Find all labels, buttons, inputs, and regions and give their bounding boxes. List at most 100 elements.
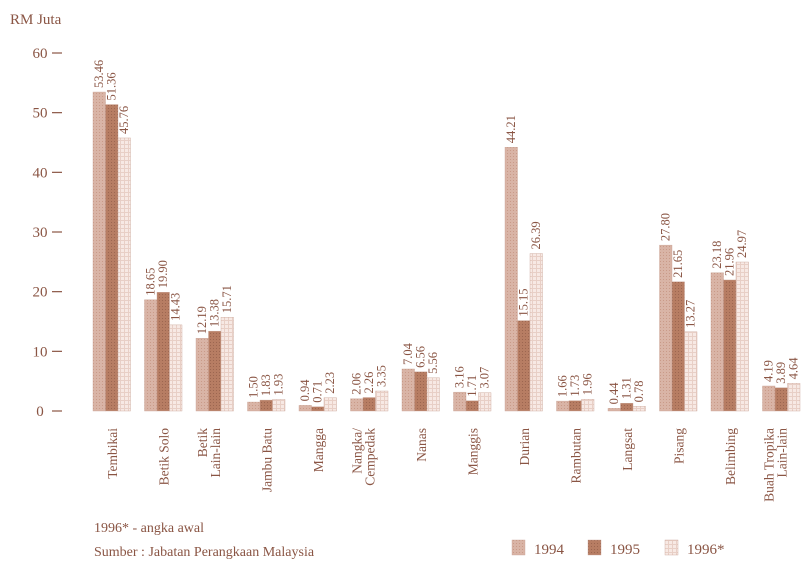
- bar-1995: [568, 400, 582, 412]
- value-label: 3.07: [478, 367, 492, 389]
- bar-1996: [529, 253, 543, 412]
- value-label: 2.26: [362, 372, 376, 394]
- bar-1994: [659, 244, 673, 412]
- bar-1994: [350, 398, 364, 412]
- x-tick-label: Rambutan: [568, 428, 583, 484]
- y-tick-label: 10: [33, 344, 48, 360]
- value-label: 15.15: [517, 288, 531, 316]
- value-label: 4.19: [762, 360, 776, 382]
- value-label: 2.06: [350, 373, 364, 395]
- value-label: 1.50: [247, 376, 261, 398]
- bar-1994: [247, 401, 261, 412]
- value-label: 23.18: [710, 241, 724, 269]
- value-label: 18.65: [144, 268, 158, 296]
- x-tick-label: Jambu Batu: [259, 428, 274, 492]
- bar-1995: [671, 281, 685, 412]
- bar-1995: [208, 330, 222, 412]
- bar-1994: [401, 368, 415, 412]
- source-note: Sumber : Jabatan Perangkaan Malaysia: [94, 545, 315, 560]
- bar-1994: [762, 385, 776, 412]
- x-tick-label: Durian: [517, 428, 532, 466]
- value-label: 5.56: [426, 352, 440, 374]
- footnote: 1996* - angka awal: [94, 521, 204, 536]
- bar-1996: [272, 399, 286, 412]
- legend-label: 1994: [534, 542, 565, 558]
- bar-1994: [92, 91, 106, 412]
- bar-1995: [774, 387, 788, 412]
- value-label: 1.31: [620, 377, 634, 399]
- value-label: 1.73: [568, 375, 582, 397]
- value-label: 6.56: [414, 346, 428, 368]
- y-tick-label: 30: [33, 225, 48, 241]
- value-label: 3.89: [774, 362, 788, 384]
- legend-swatch: [664, 539, 679, 556]
- bar-1996: [220, 317, 234, 412]
- value-label: 53.46: [92, 60, 106, 88]
- x-tick-label: Lain-lain: [208, 428, 223, 478]
- value-label: 27.80: [659, 213, 673, 241]
- bar-1996: [581, 399, 595, 412]
- x-tick-label: Betik Solo: [156, 428, 171, 486]
- x-tick-label: Manggis: [465, 428, 480, 475]
- bar-1994: [298, 405, 312, 412]
- value-label: 0.94: [298, 379, 312, 402]
- value-label: 3.16: [453, 366, 467, 388]
- bar-1994: [195, 338, 209, 412]
- value-label: 4.64: [787, 357, 801, 380]
- bar-1996: [478, 392, 492, 412]
- y-tick-label: 20: [33, 285, 48, 301]
- value-label: 3.35: [375, 365, 389, 387]
- legend-label: 1995: [610, 542, 640, 558]
- value-label: 1.66: [556, 375, 570, 397]
- x-tick-label: Betik: [195, 428, 210, 457]
- value-label: 44.21: [504, 115, 518, 143]
- bar-1996: [787, 383, 801, 412]
- bar-1994: [504, 147, 518, 412]
- x-tick-label: Mangga: [311, 428, 326, 472]
- value-label: 12.19: [195, 306, 209, 334]
- bar-1995: [259, 399, 273, 412]
- bar-1996: [684, 331, 698, 412]
- value-label: 24.97: [735, 230, 749, 258]
- value-label: 1.93: [272, 374, 286, 396]
- bar-1995: [156, 292, 170, 412]
- bar-1996: [375, 390, 389, 412]
- bar-1995: [620, 402, 634, 412]
- x-tick-label: Langsat: [620, 428, 635, 471]
- value-label: 21.65: [671, 250, 685, 278]
- bar-1995: [311, 406, 325, 412]
- value-label: 1.71: [465, 375, 479, 397]
- bar-1994: [556, 400, 570, 412]
- bar-1995: [723, 279, 737, 412]
- value-label: 13.38: [208, 299, 222, 327]
- x-tick-label: Belimbing: [723, 428, 738, 485]
- value-label: 15.71: [220, 285, 234, 313]
- bar-1996: [169, 324, 183, 412]
- bar-1996: [117, 137, 131, 412]
- x-tick-label: Lain-lain: [774, 428, 789, 478]
- bar-1996: [323, 397, 337, 412]
- y-axis: 0 10 20 30 40 50 60: [33, 46, 62, 420]
- bars-layer: [92, 91, 801, 412]
- x-tick-label: Cempedak: [362, 428, 377, 486]
- legend-swatch: [511, 539, 526, 556]
- value-label: 26.39: [529, 221, 543, 249]
- y-tick-label: 40: [33, 165, 48, 181]
- bar-1994: [710, 272, 724, 412]
- value-label: 0.71: [311, 381, 325, 403]
- value-label: 21.96: [723, 248, 737, 276]
- value-label: 0.78: [632, 380, 646, 402]
- bar-1996: [632, 406, 646, 412]
- bar-1995: [517, 320, 531, 412]
- x-tick-label: Buah Tropika: [761, 428, 776, 502]
- bar-1994: [607, 408, 621, 412]
- y-tick-label: 0: [36, 404, 44, 420]
- value-label: 7.04: [401, 342, 415, 365]
- value-label: 13.27: [684, 300, 698, 328]
- bar-1994: [144, 299, 158, 412]
- bar-1995: [105, 104, 119, 412]
- y-tick-label: 50: [33, 106, 48, 122]
- bar-1995: [362, 397, 376, 412]
